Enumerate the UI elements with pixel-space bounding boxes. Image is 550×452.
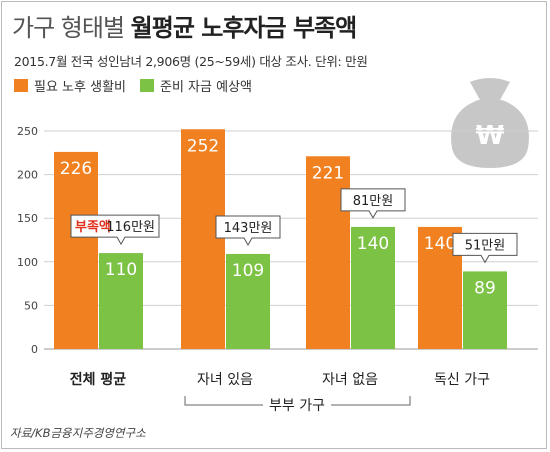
bar-prepared xyxy=(463,271,507,349)
legend-swatch-prepared xyxy=(140,79,154,92)
bar-value-needed: 221 xyxy=(312,163,344,183)
bar-needed xyxy=(181,129,225,349)
group-label-background xyxy=(263,398,332,414)
bar-value-prepared: 109 xyxy=(232,261,264,281)
category-label: 전체 평균 xyxy=(70,371,127,388)
bar-value-prepared: 89 xyxy=(474,278,496,298)
category-label: 자녀 있음 xyxy=(197,372,253,388)
y-tick-label: 50 xyxy=(24,299,38,312)
shortfall-label: 116만원 xyxy=(106,220,155,235)
legend-label-prepared: 준비 자금 예상액 xyxy=(160,80,252,95)
shortfall-callout xyxy=(70,214,160,246)
group-label: 부부 가구 xyxy=(269,398,325,414)
y-tick-label: 150 xyxy=(17,212,38,225)
shortfall-label: 143만원 xyxy=(224,221,273,236)
bar-value-prepared: 140 xyxy=(357,234,389,254)
y-tick-label: 100 xyxy=(17,256,38,269)
bar-needed xyxy=(306,156,350,349)
bar-value-needed: 252 xyxy=(187,136,219,156)
money-bag-symbol: ₩ xyxy=(476,121,505,151)
chart-legend: 필요 노후 생활비 준비 자금 예상액 xyxy=(14,76,252,95)
source-note: 자료/KB금융지주경영연구소 xyxy=(10,426,146,440)
bar-needed xyxy=(54,151,98,349)
bar-prepared xyxy=(99,253,143,349)
title-part-2: 월평균 노후자금 부족액 xyxy=(130,14,358,42)
shortfall-label: 51만원 xyxy=(465,238,505,253)
shortfall-label: 81만원 xyxy=(353,194,393,209)
legend-item-prepared: 준비 자금 예상액 xyxy=(140,76,252,95)
money-bag-icon xyxy=(451,78,529,168)
category-label: 독신 가구 xyxy=(434,372,490,388)
bar-prepared xyxy=(226,253,270,349)
shortfall-callout xyxy=(215,215,281,246)
category-label: 자녀 없음 xyxy=(322,372,378,388)
legend-label-needed: 필요 노후 생활비 xyxy=(34,80,126,95)
bar-value-prepared: 110 xyxy=(105,260,137,280)
shortfall-word: 부족액 xyxy=(75,220,111,235)
page-title: 가구 형태별 월평균 노후자금 부족액 xyxy=(12,8,358,43)
y-tick-label: 0 xyxy=(31,343,38,356)
shortfall-callout xyxy=(340,188,406,219)
chart-subtitle: 2015.7월 전국 성인남녀 2,906명 (25~59세) 대상 조사. 단… xyxy=(14,54,368,69)
bar-value-needed: 226 xyxy=(60,159,92,179)
y-tick-label: 200 xyxy=(17,169,38,182)
legend-item-needed: 필요 노후 생활비 xyxy=(14,76,126,95)
y-tick-label: 250 xyxy=(17,125,38,138)
shortfall-callout xyxy=(452,232,518,264)
legend-swatch-needed xyxy=(14,79,28,92)
title-part-1: 가구 형태별 xyxy=(12,14,131,42)
bar-value-needed: 140 xyxy=(424,234,456,254)
bar-prepared xyxy=(351,226,395,349)
